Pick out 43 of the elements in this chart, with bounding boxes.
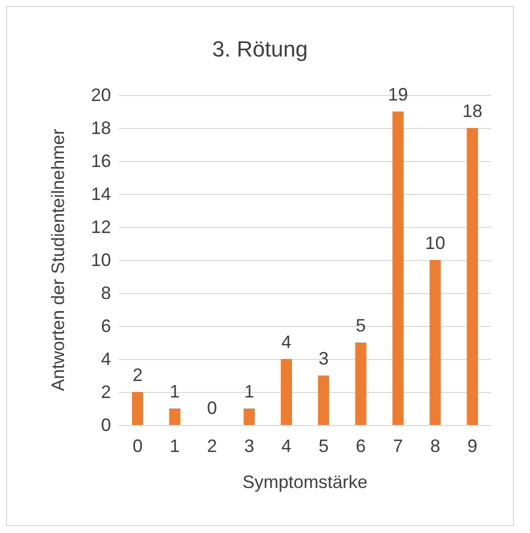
data-label: 4: [281, 332, 292, 352]
bar: [169, 408, 180, 425]
y-tick-label: 16: [90, 151, 111, 171]
data-label: 1: [170, 382, 180, 402]
bar: [132, 392, 144, 425]
x-tick-label: 8: [430, 436, 440, 456]
y-tick-label: 4: [100, 349, 111, 369]
data-label: 5: [356, 316, 366, 336]
y-tick-label: 18: [90, 118, 111, 138]
y-tick-label: 10: [90, 250, 111, 270]
y-tick-label: 12: [90, 217, 111, 237]
bar: [318, 376, 330, 425]
x-tick-label: 0: [132, 436, 143, 456]
chart-title: 3. Rötung: [212, 36, 308, 62]
data-label: 2: [132, 365, 143, 385]
x-tick-label: 6: [356, 436, 366, 456]
data-label: 3: [318, 348, 329, 368]
x-tick-label: 5: [318, 436, 329, 456]
bar: [466, 128, 478, 425]
data-label: 18: [462, 101, 482, 121]
y-axis-title: Antworten der Studienteilnehmer: [48, 128, 68, 392]
x-tick-label: 7: [392, 436, 404, 456]
y-tick-label: 14: [90, 184, 111, 204]
data-label: 10: [425, 233, 446, 253]
x-tick-label: 1: [170, 436, 180, 456]
data-label: 1: [244, 382, 254, 402]
y-tick-label: 2: [100, 382, 111, 402]
y-tick-label: 0: [100, 415, 111, 435]
x-axis-title: Symptomstärke: [242, 472, 368, 492]
x-tick-label: 2: [206, 436, 218, 456]
x-tick-label: 3: [244, 436, 254, 456]
bar: [244, 408, 255, 425]
data-label: 0: [206, 398, 218, 418]
y-tick-label: 8: [100, 283, 111, 303]
x-tick-label: 4: [281, 436, 292, 456]
bar: [392, 112, 404, 425]
y-tick-label: 6: [100, 316, 111, 336]
x-tick-label: 9: [467, 436, 478, 456]
bar: [430, 260, 441, 425]
y-tick-label: 20: [90, 85, 111, 105]
data-label: 19: [388, 84, 408, 104]
bar: [280, 359, 292, 425]
bar: [355, 342, 366, 425]
